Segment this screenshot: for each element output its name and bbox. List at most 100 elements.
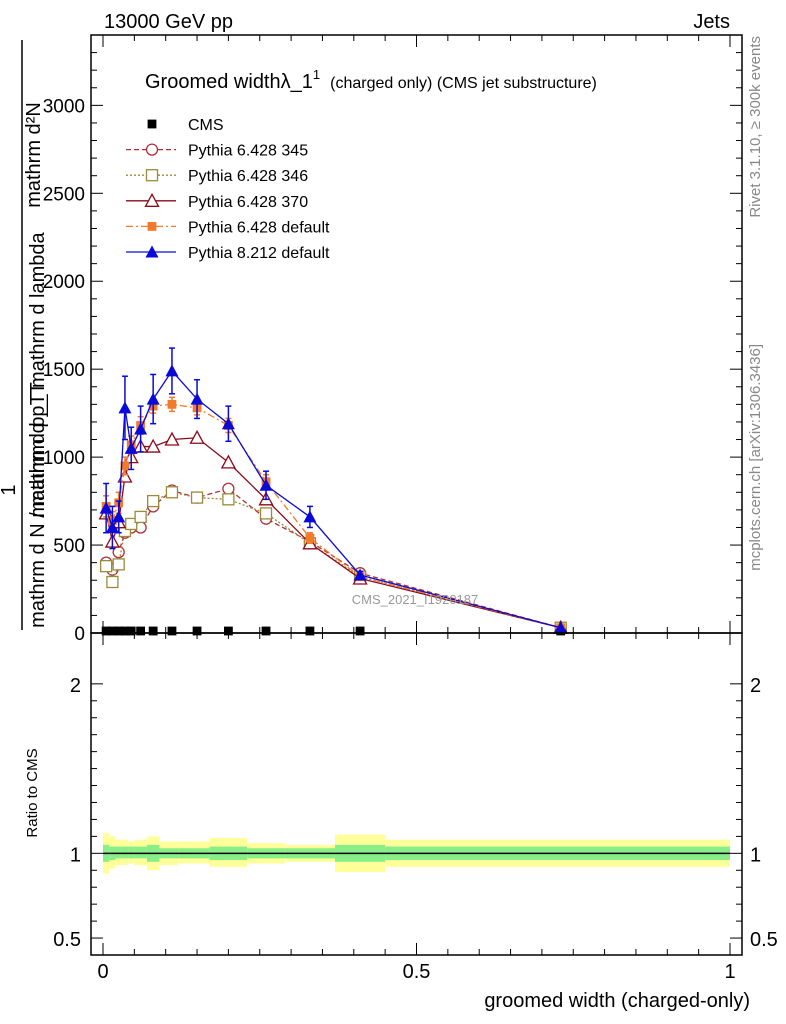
ratio-y-tick-label-right: 0.5: [750, 929, 778, 951]
mcplots-label: mcplots.cern.ch [arXiv:1306.3436]: [747, 344, 764, 571]
analysis-watermark: CMS_2021_I1920187: [352, 592, 479, 607]
data-point-p8def: [112, 510, 126, 523]
ratio-plot-frame: [90, 632, 743, 956]
x-tick-label: 0.5: [403, 961, 431, 983]
data-point-cms: [305, 626, 315, 636]
data-point-p346: [147, 494, 160, 508]
chart-title-suffix: (charged only) (CMS jet substructure): [330, 75, 597, 92]
series-line-p370: [105, 437, 561, 629]
y-tick-label: 1500: [43, 360, 85, 381]
data-point-p346: [165, 486, 179, 499]
legend-marker-p346: [145, 169, 159, 182]
chart-title: Groomed widthλ_11 (charged only) (CMS jet…: [145, 67, 597, 93]
legend-marker-cms: [147, 119, 157, 129]
data-point-p346: [118, 524, 132, 538]
data-point-p8def: [124, 441, 138, 454]
chart-title-superscript: 1: [313, 67, 320, 82]
x-tick-label: 1: [724, 961, 735, 983]
data-point-cms: [192, 626, 202, 636]
data-point-p8def: [165, 364, 179, 377]
data-point-cms: [261, 626, 271, 636]
main-axis-ticks: 0 500 1000 1500 2000 2500 3000: [43, 34, 742, 645]
ratio-y-tick-label-right: 2: [750, 675, 761, 697]
series-cms: [101, 626, 566, 636]
series-p370: [98, 429, 569, 634]
data-point-p8def: [134, 422, 148, 435]
legend-label-p346: Pythia 6.428 346: [188, 168, 308, 185]
legend: CMS Pythia 6.428 345 Pythia 6.428 346 Pythi…: [126, 117, 330, 262]
legend-label-p345: Pythia 6.428 345: [188, 143, 308, 160]
rivet-version-label: Rivet 3.1.10, ≥ 300k events: [747, 36, 764, 218]
series-line-p8def: [105, 369, 561, 629]
ratio-y-tick-label-right: 1: [750, 844, 761, 866]
ratio-y-tick-label: 2: [70, 675, 81, 697]
data-point-p346: [190, 491, 204, 504]
data-point-p370: [164, 431, 180, 446]
data-point-cms: [101, 626, 111, 636]
data-point-cms: [114, 626, 124, 636]
data-point-cms: [148, 626, 158, 636]
data-point-p370: [220, 454, 236, 469]
data-point-p8def: [118, 401, 132, 414]
data-point-p346: [125, 517, 138, 531]
legend-label-cms: CMS: [188, 117, 224, 134]
chart-title-main: Groomed widthλ_1: [145, 71, 313, 93]
y-axis-label-numerator: mathrm d²N: [23, 102, 45, 208]
data-point-cms: [120, 626, 130, 636]
data-point-p8def: [190, 392, 204, 405]
ratio-band-inner: [128, 846, 135, 859]
x-tick-label: 0: [97, 961, 108, 983]
ratio-band-inner: [134, 846, 147, 859]
data-point-cms: [136, 626, 146, 636]
legend-label-p6def: Pythia 6.428 default: [188, 219, 330, 236]
ratio-axis-ticks: 0.5 0.5 1 1 2 2 0 0.5 1: [53, 633, 778, 983]
data-point-p346: [99, 560, 113, 573]
series-p8def: [99, 347, 568, 634]
data-point-p8def: [259, 478, 273, 491]
data-point-p8def: [99, 501, 113, 514]
data-point-p370: [189, 429, 205, 444]
ratio-y-axis-label: Ratio to CMS: [24, 748, 41, 837]
data-point-p346: [134, 510, 147, 524]
data-point-p6def: [167, 399, 177, 409]
y-tick-label: 3000: [43, 96, 85, 117]
y-tick-label: 0: [74, 624, 85, 645]
ratio-band-inner: [121, 846, 129, 859]
y-axis-label-normalization: mathrm d N / mathrm d p_T: [27, 382, 49, 628]
legend-marker-p370: [144, 192, 160, 207]
legend-label-p8def: Pythia 8.212 default: [188, 245, 330, 262]
data-point-p8def: [554, 621, 568, 634]
data-point-p8def: [105, 520, 119, 533]
data-point-p8def: [146, 392, 160, 405]
data-point-p346: [112, 558, 125, 571]
legend-marker-p345: [145, 143, 159, 156]
y-tick-label: 500: [53, 536, 85, 557]
main-panel: 0 500 1000 1500 2000 2500 3000 CMS_2021_I19201…: [43, 34, 743, 645]
y-tick-label: 2500: [43, 184, 85, 205]
data-point-p345: [222, 482, 235, 495]
data-point-p6def: [305, 533, 315, 543]
ratio-y-tick-label: 1: [70, 844, 81, 866]
ratio-y-tick-label: 0.5: [53, 929, 81, 951]
ratio-panel: 0.5 0.5 1 1 2 2 0 0.5 1: [53, 632, 778, 983]
data-point-cms: [108, 626, 117, 636]
legend-marker-p6def: [147, 222, 157, 231]
data-point-p8def: [221, 417, 235, 430]
legend-marker-p8def: [145, 245, 159, 258]
x-axis-label: groomed width (charged-only): [484, 990, 750, 1012]
y-axis-label-denominator: mathrm d p_T mathrm d lambda: [27, 231, 49, 517]
data-point-p370: [145, 438, 161, 453]
data-point-p346: [259, 507, 273, 520]
y-axis-label-one: 1: [0, 484, 20, 495]
header-process-label: Jets: [693, 11, 730, 33]
y-tick-label: 2000: [43, 272, 85, 293]
data-point-p346: [106, 575, 119, 589]
data-point-cms: [224, 626, 233, 636]
data-point-p370: [117, 468, 133, 483]
series-layer: [98, 347, 569, 636]
data-point-cms: [126, 626, 136, 636]
series-p6def: [101, 396, 566, 633]
ratio-band-inner: [115, 846, 122, 859]
y-tick-label: 1000: [43, 448, 85, 469]
